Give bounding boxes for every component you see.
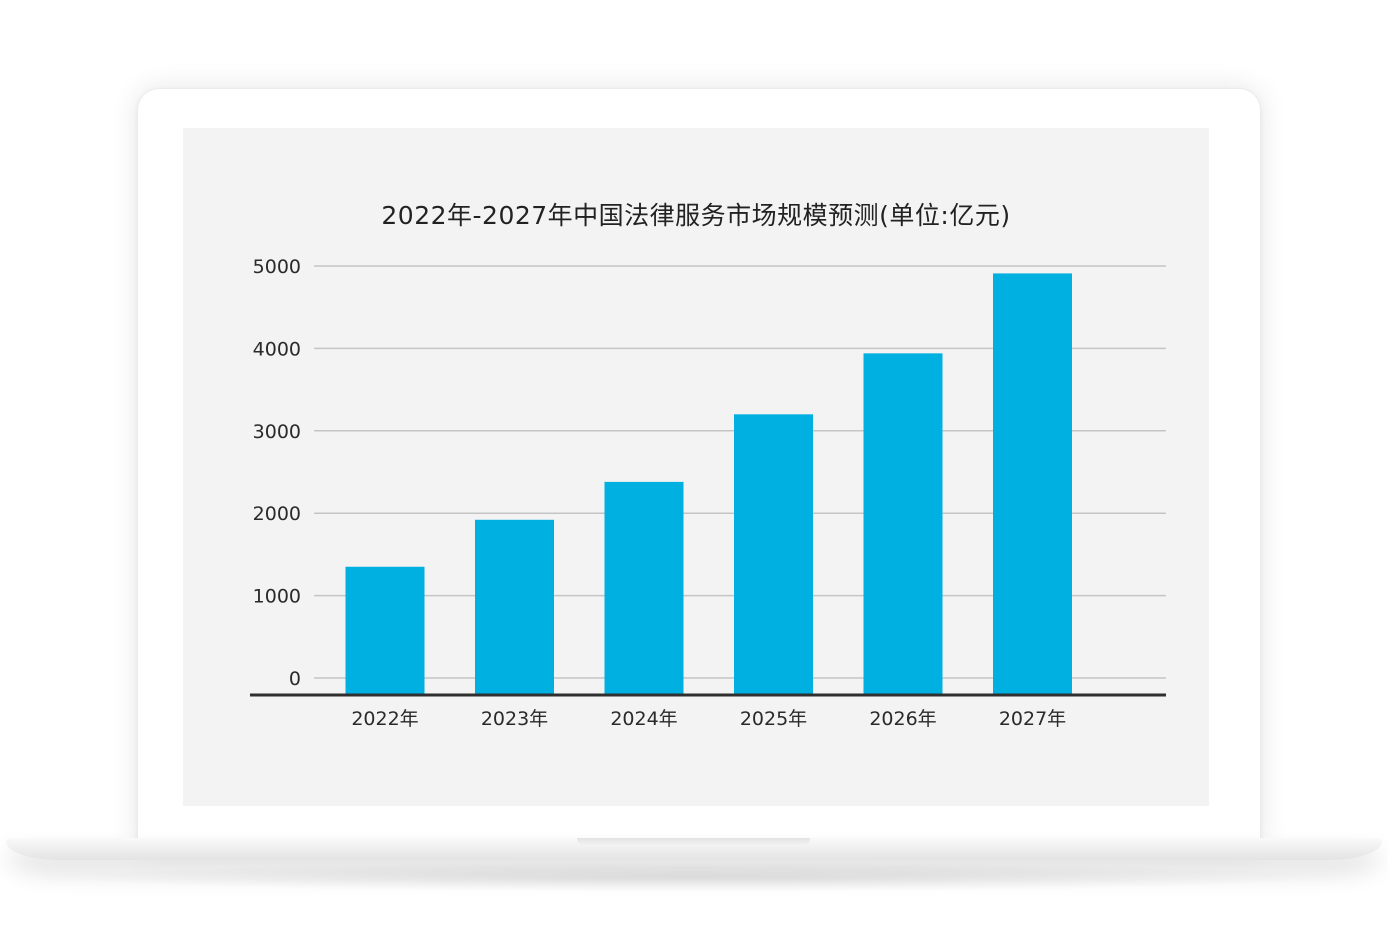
laptop-notch [577, 838, 810, 846]
bars [345, 273, 1072, 695]
bar [993, 273, 1072, 695]
y-tick-label: 3000 [253, 421, 301, 443]
x-tick-label: 2025年 [740, 708, 807, 730]
chart-title: 2022年-2027年中国法律服务市场规模预测(单位:亿元) [381, 201, 1011, 230]
y-tick-label: 4000 [253, 338, 301, 360]
bar [475, 519, 554, 695]
y-tick-label: 1000 [253, 586, 301, 608]
x-axis-tick-labels: 2022年 2023年 2024年 2025年 2026年 2027年 [351, 708, 1066, 730]
laptop-base [6, 838, 1382, 860]
x-tick-label: 2027年 [999, 708, 1066, 730]
y-tick-label: 2000 [253, 503, 301, 525]
x-tick-label: 2022年 [351, 708, 418, 730]
bar [734, 414, 813, 695]
bar [604, 481, 684, 695]
y-tick-label: 0 [289, 668, 301, 690]
bar [345, 566, 425, 695]
y-tick-label: 5000 [253, 256, 301, 278]
bar [863, 353, 943, 695]
x-tick-label: 2026年 [869, 708, 936, 730]
y-axis-tick-labels: 0 1000 2000 3000 4000 5000 [253, 256, 301, 690]
x-tick-label: 2023年 [481, 708, 548, 730]
laptop-shadow [40, 862, 1348, 892]
x-tick-label: 2024年 [610, 708, 677, 730]
